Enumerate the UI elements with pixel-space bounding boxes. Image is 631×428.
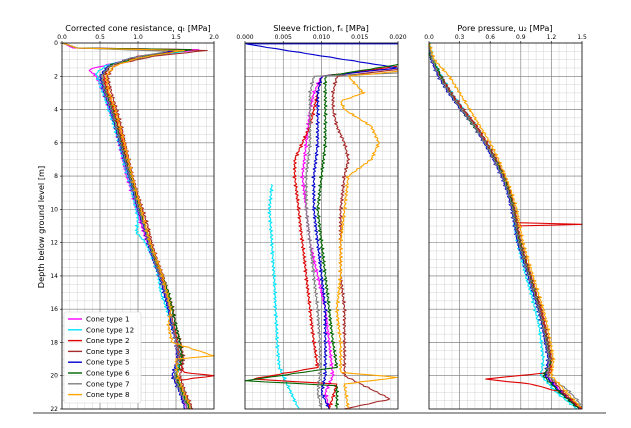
plot-frame-pore-pressure [428,42,583,410]
y-tick-label: 8 [54,173,58,180]
x-tick-label: 1.0 [133,34,143,41]
legend-label: Cone type 1 [86,315,130,324]
y-tick-label: 4 [54,107,58,114]
series-line-cone-type-5 [245,43,399,410]
y-tick-label: 14 [50,273,58,280]
series-line-cone-type-7 [303,72,399,410]
series-line-cone-type-6 [61,42,192,410]
panel-title-cone-resistance: Corrected cone resistance, qₜ [MPa] [65,23,211,33]
y-tick-label: 22 [50,406,58,413]
x-tick-label: 2.0 [209,34,219,41]
grid-sleeve-friction [245,43,398,409]
y-tick-label: 20 [50,373,58,380]
panel-title-sleeve-friction: Sleeve friction, fₛ [MPa] [273,23,369,33]
legend-label: Cone type 3 [86,347,130,356]
x-tick-label: 0.0 [424,34,434,41]
y-tick-label: 0 [54,40,58,47]
legend-label: Cone type 7 [86,379,130,388]
x-tick-label: 0.0 [57,34,67,41]
y-tick-label: 10 [50,206,58,213]
series-group-sleeve-friction [244,43,399,410]
y-tick-label: 6 [54,140,58,147]
y-tick-label: 2 [54,73,58,80]
x-tick-label: 0.9 [516,34,526,41]
legend-label: Cone type 5 [86,358,130,367]
series-line-cone-type-5 [428,42,580,410]
series-line-cone-type-8 [428,42,583,410]
y-tick-label: 18 [50,339,58,346]
x-tick-label: 0.5 [95,34,105,41]
series-line-cone-type-7 [61,42,189,410]
legend-label: Cone type 2 [86,336,130,345]
x-tick-label: 1.5 [577,34,587,41]
series-group-cone-resistance [61,42,215,410]
legend-label: Cone type 12 [86,325,134,334]
y-tick-label: 12 [50,240,58,247]
x-tick-label: 0.3 [455,34,465,41]
x-tick-label: 0.005 [275,34,292,41]
x-tick-label: 0.000 [236,34,253,41]
series-line-cone-type-6 [244,64,399,410]
panel-title-pore-pressure: Pore pressure, u₂ [MPa] [457,23,552,33]
x-tick-label: 0.010 [313,34,330,41]
series-line-cone-type-7 [428,42,583,409]
panel-sleeve-friction: Sleeve friction, fₛ [MPa] 0.000 0.005 0.01… [236,23,407,410]
x-tick-label: 0.015 [351,34,368,41]
x-tick-label: 0.020 [389,34,406,41]
y-axis-label: Depth below ground level [m] [36,166,46,288]
series-line-cone-type-8 [61,42,215,410]
y-tick-label: 16 [50,306,58,313]
series-line-cone-type-12 [267,184,300,410]
series-group-pore-pressure [428,42,583,410]
panel-pore-pressure: Pore pressure, u₂ [MPa] 0.0 0.3 0.6 0.9 1.2 1… [424,23,587,410]
x-tick-label: 0.6 [485,34,495,41]
x-tick-label: 1.2 [547,34,557,41]
legend-frame [63,311,142,404]
x-tick-label: 1.5 [171,34,181,41]
legend-label: Cone type 6 [86,369,130,378]
legend-label: Cone type 8 [86,390,130,399]
series-line-cone-type-8 [335,70,398,410]
